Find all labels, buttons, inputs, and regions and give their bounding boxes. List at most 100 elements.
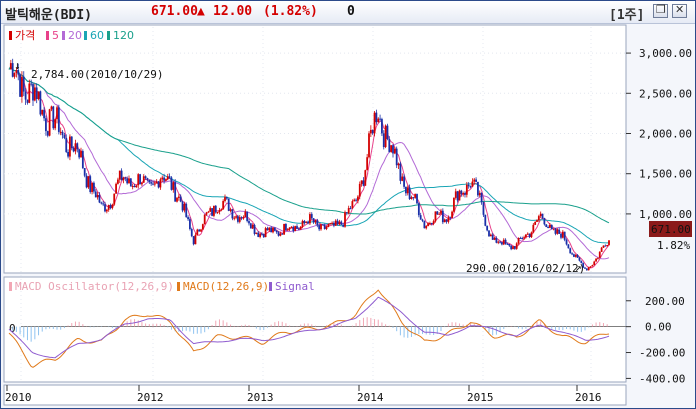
candle-body [453, 197, 455, 212]
candle-body [272, 227, 274, 233]
candle-body [401, 176, 404, 181]
high-annotation: 2,784.00(2010/10/29) [31, 68, 163, 81]
candle-body [440, 210, 442, 214]
legend-signal: Signal [275, 280, 315, 293]
candle-body [334, 220, 337, 226]
candle-body [477, 181, 479, 196]
x-tick-label: 2012 [137, 391, 164, 404]
candle-body [257, 232, 260, 237]
candle-body [56, 107, 58, 120]
candle-body [275, 230, 278, 233]
price-axis-ticks: 3,000.00 2,500.00 2,000.00 1,500.00 1,000.00 [626, 47, 692, 221]
candle-body [408, 187, 411, 199]
high-marker-icon: ↓ [14, 59, 21, 72]
x-tick-label: 2014 [357, 391, 384, 404]
legend-ma60-swatch [84, 31, 87, 40]
candle-body [471, 181, 474, 187]
candle-body [321, 224, 324, 226]
candle-body [268, 227, 271, 231]
candle-body [504, 239, 507, 244]
macd-panel[interactable] [3, 276, 627, 383]
candle-body [556, 229, 559, 234]
candle-body [83, 167, 86, 176]
candle-body [148, 179, 151, 183]
candle-body [192, 236, 195, 245]
candle-body [517, 237, 520, 244]
close-button[interactable]: ✕ [672, 3, 687, 18]
candle-body [39, 91, 42, 115]
candle-body [22, 76, 25, 92]
macd-tick-label: -400.00 [639, 372, 685, 385]
candle-body [244, 211, 247, 218]
candle-body [159, 179, 162, 188]
candle-body [340, 221, 343, 225]
candle-body [279, 233, 282, 236]
candle-body [576, 254, 579, 258]
candle-body [113, 193, 116, 205]
candle-body [185, 203, 188, 218]
candle-body [139, 174, 141, 185]
candle-body [111, 204, 114, 208]
candle-body [52, 106, 55, 129]
candle-body [379, 118, 381, 120]
close-icon: ✕ [675, 3, 685, 16]
candle-body [161, 177, 164, 180]
price-change: 12.00 [213, 4, 253, 19]
candle-body [201, 224, 204, 230]
candle-body [578, 257, 581, 261]
candle-body [416, 194, 418, 204]
period-selector[interactable]: [1주] [609, 8, 645, 23]
candle-body [229, 209, 232, 211]
candle-body [526, 233, 529, 235]
candle-body [395, 148, 398, 166]
candle-body [488, 230, 490, 237]
candle-body [294, 226, 297, 232]
candle-body [486, 225, 489, 231]
candle-body [152, 183, 154, 185]
candle-body [179, 196, 182, 202]
candle-body [299, 226, 302, 230]
candle-body [469, 186, 472, 188]
candle-body [203, 214, 206, 225]
signal-line [8, 296, 610, 359]
candle-body [65, 137, 68, 152]
restore-button[interactable]: ❐ [653, 3, 668, 18]
candle-body [467, 184, 470, 187]
candle-body [392, 145, 394, 154]
candle-body [63, 135, 66, 138]
candle-body [15, 70, 18, 74]
candle-body [166, 176, 169, 180]
candle-body [312, 218, 315, 223]
candle-body [133, 185, 136, 188]
macd-axis [628, 277, 692, 382]
candle-body [93, 182, 95, 192]
candle-body [491, 234, 494, 240]
candle-body [419, 215, 422, 220]
candle-body [537, 216, 540, 221]
candle-body [412, 197, 415, 199]
candle-body [554, 228, 557, 234]
candle-body [98, 194, 101, 203]
candle-body [502, 239, 505, 245]
candle-body [497, 241, 500, 243]
price-panel[interactable] [3, 24, 627, 274]
candle-body [216, 212, 219, 214]
candle-body [539, 213, 542, 217]
candle-body [369, 129, 372, 134]
candle-body [181, 201, 184, 211]
candle-body [454, 191, 457, 198]
candle-body [144, 176, 147, 179]
candle-body [547, 227, 549, 229]
candle-body [532, 224, 535, 233]
candle-body [373, 112, 376, 134]
candle-body [76, 143, 79, 150]
chart-area[interactable]: 가격 5 20 60 120 ↓ 2,784.00(2010/10/29) 29… [1, 23, 695, 408]
candle-body [70, 136, 73, 149]
candle-body [137, 174, 140, 186]
legend-ma120-swatch [107, 31, 110, 40]
candle-body [456, 191, 459, 201]
candle-body [105, 209, 108, 212]
restore-icon: ❐ [656, 3, 666, 16]
candle-body [377, 118, 380, 123]
legend-osc: MACD Oscillator(12,26,9) [15, 280, 174, 293]
